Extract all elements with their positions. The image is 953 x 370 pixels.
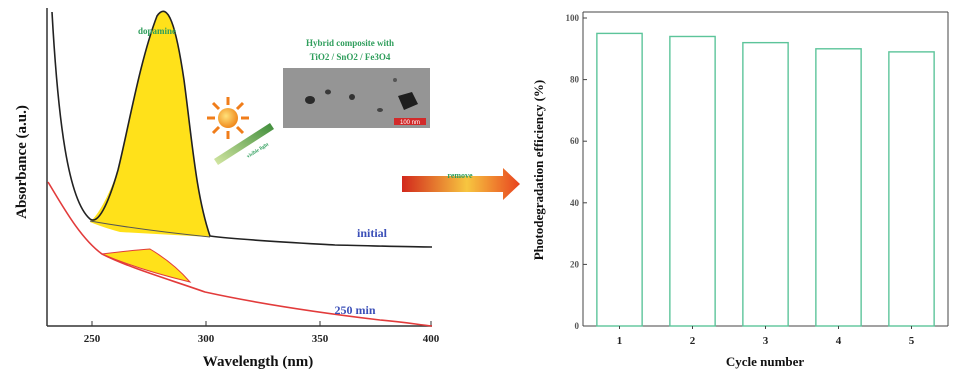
x-tick-label: 4 (836, 335, 842, 347)
composite-formula: TiO2 / SnO2 / Fe3O4 (310, 52, 391, 62)
tem-micrograph: 100 nm (283, 68, 430, 128)
final-curve (47, 181, 433, 327)
initial-label: initial (357, 226, 388, 240)
final-peak-fill (100, 248, 192, 283)
y-tick-label: 20 (570, 259, 580, 269)
scale-bar-label: 100 nm (400, 120, 420, 126)
left-x-axis-title: Wavelength (nm) (203, 354, 313, 370)
left-x-tick-350: 350 (312, 333, 329, 345)
x-tick-label: 5 (909, 335, 915, 347)
y-tick-label: 0 (575, 321, 580, 331)
bar-cycle-4 (815, 48, 862, 327)
bar-series (596, 32, 935, 327)
left-x-tick-250: 250 (84, 333, 101, 345)
x-tick-label: 3 (763, 335, 769, 347)
bar-cycle-1 (596, 32, 643, 327)
x-tick-label: 2 (690, 335, 696, 347)
dopamine-label: dopamine (138, 26, 176, 36)
sun-icon (207, 97, 249, 139)
left-x-tick-400: 400 (423, 333, 440, 345)
arrow-label: remove (447, 171, 473, 180)
bar-chart-panel: 0 20 40 60 80 100 1 2 3 4 5 Cycle number Photodeg… (531, 11, 949, 369)
y-tick-label: 80 (570, 75, 580, 85)
process-arrow: remove (402, 168, 520, 200)
left-x-ticks: 250 300 350 400 (84, 321, 440, 345)
x-tick-label: 1 (617, 335, 623, 347)
right-y-ticks: 0 20 40 60 80 100 (566, 13, 587, 331)
uv-vis-panel: 250 300 350 400 Wavelength (nm) Absorban… (14, 8, 440, 370)
left-x-tick-300: 300 (198, 333, 215, 345)
bar-cycle-2 (669, 35, 716, 327)
composite-title: Hybrid composite with (306, 38, 394, 48)
bar-cycle-3 (742, 41, 789, 327)
initial-peak-fill (90, 11, 210, 237)
right-x-ticks: 1 2 3 4 5 (617, 326, 915, 347)
left-y-axis-title: Absorbance (a.u.) (14, 105, 30, 219)
y-tick-label: 40 (570, 198, 580, 208)
right-x-axis-title: Cycle number (726, 354, 805, 369)
initial-curve (51, 10, 433, 248)
bar-cycle-5 (888, 51, 935, 327)
visible-light-label: visible light (246, 142, 270, 159)
visible-light-beam (214, 123, 274, 165)
final-time-label: 250 min (334, 303, 375, 317)
initial-peak-baseline (89, 220, 211, 238)
y-tick-label: 100 (566, 13, 580, 23)
right-y-axis-title: Photodegradation efficiency (%) (531, 80, 546, 261)
y-tick-label: 60 (570, 136, 580, 146)
